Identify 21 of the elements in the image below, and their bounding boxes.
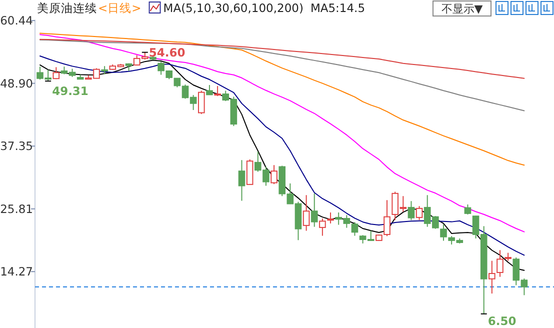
- line-series: [40, 32, 525, 166]
- y-tick-label: 48.90: [0, 76, 33, 90]
- chart-title: 美原油连续: [37, 1, 97, 15]
- line-series: [40, 38, 525, 79]
- annotation: 49.31: [52, 84, 88, 98]
- line-series: [40, 34, 525, 232]
- line-series: [40, 39, 525, 112]
- chart-subtitle: <日线>: [98, 1, 142, 15]
- annotation: 54.60: [148, 45, 186, 60]
- text: 不显示▼: [441, 2, 484, 16]
- candlestick: [238, 160, 246, 202]
- annotation: 6.50: [488, 314, 516, 328]
- text: MA(5,10,30,60,100,200): [163, 1, 304, 15]
- candlestick: [302, 194, 310, 232]
- candlestick: [488, 260, 496, 294]
- candlestick: [310, 192, 318, 228]
- y-tick-label: 60.44: [0, 14, 33, 28]
- text: MA5:14.5: [310, 1, 366, 15]
- y-tick-label: 37.35: [0, 139, 33, 154]
- y-tick-label: 25.81: [0, 202, 33, 216]
- y-tick-label: 14.27: [0, 264, 33, 279]
